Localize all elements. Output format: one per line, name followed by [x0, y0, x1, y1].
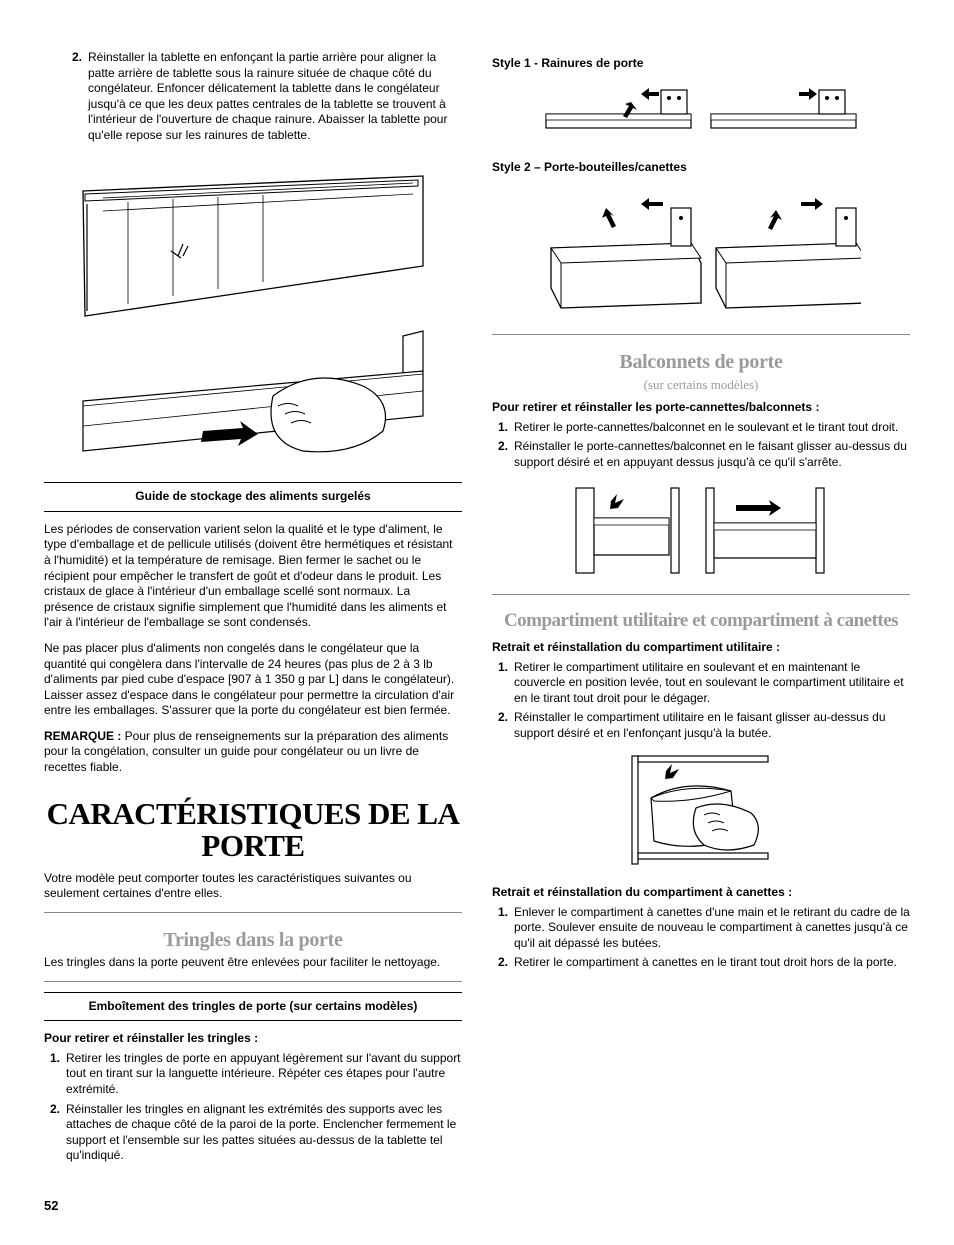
retrait2-heading: Retrait et réinstallation du compartimen…	[492, 885, 910, 901]
remark-label: REMARQUE :	[44, 729, 121, 743]
list-item: 2. Réinstaller la tablette en enfonçant …	[44, 50, 462, 144]
tringles-intro: Les tringles dans la porte peuvent être …	[44, 955, 462, 971]
step-text: Retirer le compartiment utilitaire en so…	[514, 660, 910, 707]
list-item: 1. Retirer le compartiment utilitaire en…	[492, 660, 910, 707]
list-item: 1. Enlever le compartiment à canettes d'…	[492, 905, 910, 952]
compartiment-title: Compartiment utilitaire et compartiment …	[492, 609, 910, 634]
step-text: Réinstaller la tablette en enfonçant la …	[88, 50, 462, 144]
list-item: 2. Réinstaller les tringles en alignant …	[44, 1102, 462, 1164]
right-column: Style 1 - Rainures de porte Style 2	[492, 50, 910, 1168]
tringles-title: Tringles dans la porte	[44, 927, 462, 953]
step-number: 2.	[492, 955, 514, 971]
divider	[44, 981, 462, 982]
step-number: 2.	[44, 1102, 66, 1164]
step-text: Réinstaller le porte-cannettes/balconnet…	[514, 439, 910, 470]
step-number: 2.	[66, 50, 88, 144]
step-text: Réinstaller les tringles en alignant les…	[66, 1102, 462, 1164]
balconnets-subnote: (sur certains modèles)	[492, 377, 910, 394]
list-item: 1. Retirer les tringles de porte en appu…	[44, 1051, 462, 1098]
balconnets-figure	[492, 483, 910, 583]
step-text: Retirer les tringles de porte en appuyan…	[66, 1051, 462, 1098]
balconnets-title: Balconnets de porte	[492, 349, 910, 375]
step-text: Enlever le compartiment à canettes d'une…	[514, 905, 910, 952]
style2-label: Style 2 – Porte-bouteilles/canettes	[492, 160, 910, 176]
retirer-heading: Pour retirer et réinstaller les tringles…	[44, 1031, 462, 1047]
remark-paragraph: REMARQUE : Pour plus de renseignements s…	[44, 729, 462, 776]
section-intro: Votre modèle peut comporter toutes les c…	[44, 871, 462, 902]
style1-figure	[492, 84, 910, 149]
step-number: 2.	[492, 439, 514, 470]
compartiment-figure	[492, 753, 910, 873]
emboitment-box: Emboîtement des tringles de porte (sur c…	[44, 992, 462, 1022]
step-number: 1.	[44, 1051, 66, 1098]
list-item: 2. Réinstaller le porte-cannettes/balcon…	[492, 439, 910, 470]
list-item: 2. Réinstaller le compartiment utilitair…	[492, 710, 910, 741]
step-number: 2.	[492, 710, 514, 741]
step-number: 1.	[492, 660, 514, 707]
step-text: Retirer le porte-cannettes/balconnet en …	[514, 420, 910, 436]
list-item: 1. Retirer le porte-cannettes/balconnet …	[492, 420, 910, 436]
step-text: Retirer le compartiment à canettes en le…	[514, 955, 910, 971]
step-number: 1.	[492, 420, 514, 436]
left-column: 2. Réinstaller la tablette en enfonçant …	[44, 50, 462, 1168]
style1-label: Style 1 - Rainures de porte	[492, 56, 910, 72]
paragraph: Ne pas placer plus d'aliments non congel…	[44, 641, 462, 719]
divider	[44, 912, 462, 913]
list-item: 2. Retirer le compartiment à canettes en…	[492, 955, 910, 971]
page-number: 52	[44, 1198, 910, 1215]
paragraph: Les périodes de conservation varient sel…	[44, 522, 462, 631]
retrait1-heading: Retrait et réinstallation du compartimen…	[492, 640, 910, 656]
step-text: Réinstaller le compartiment utilitaire e…	[514, 710, 910, 741]
step-number: 1.	[492, 905, 514, 952]
style2-figure	[492, 188, 910, 323]
guide-box: Guide de stockage des aliments surgelés	[44, 482, 462, 512]
divider	[492, 334, 910, 335]
section-title: CARACTÉRISTIQUES DE LA PORTE	[44, 798, 462, 863]
balconnets-heading: Pour retirer et réinstaller les porte-ca…	[492, 400, 910, 416]
shelf-install-figure	[44, 156, 462, 471]
divider	[492, 594, 910, 595]
